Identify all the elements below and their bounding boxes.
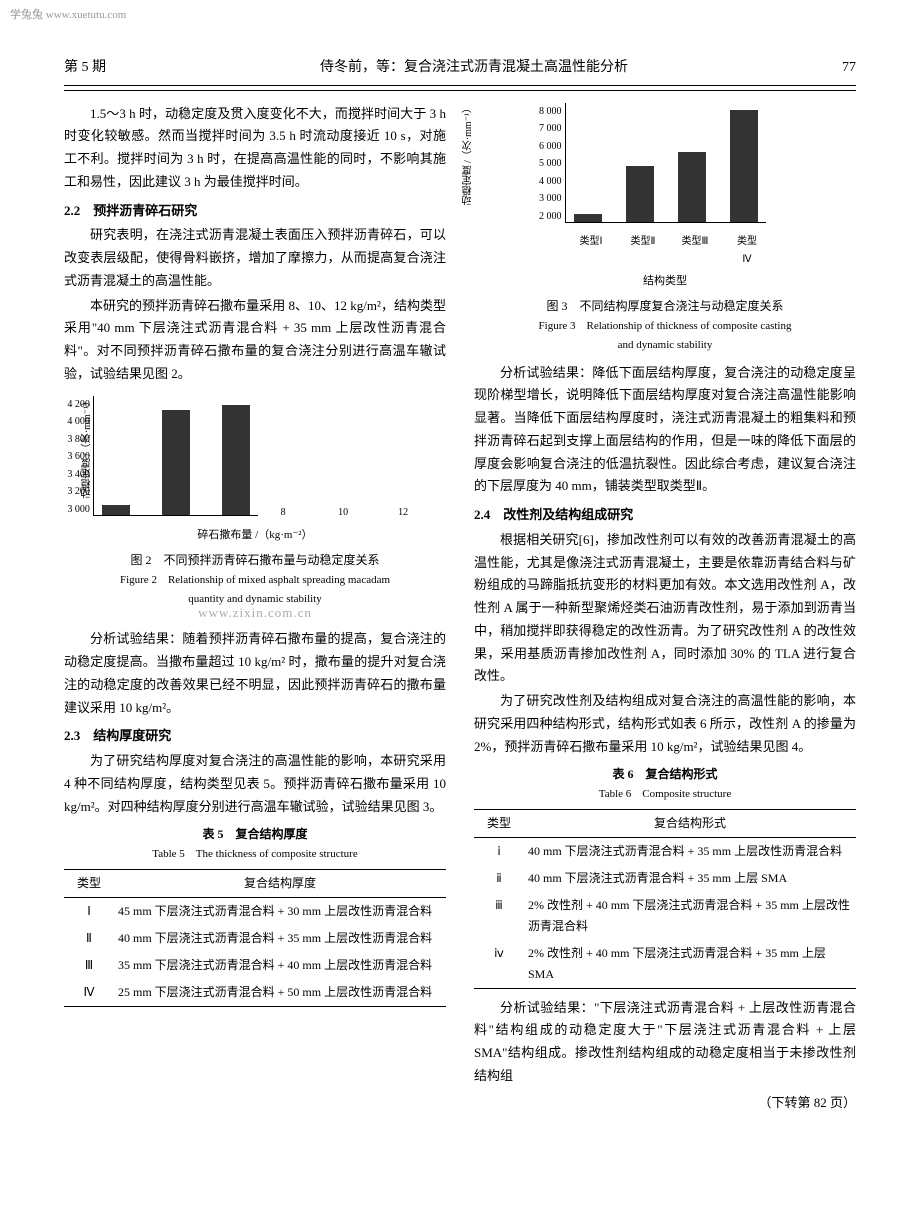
table5-caption-cn: 表 5 复合结构厚度 bbox=[64, 824, 446, 845]
t6-h2: 复合结构形式 bbox=[524, 809, 856, 837]
figure-2-chart: 动稳定度 /（次·mm⁻¹） 4 200 4 000 3 800 3 600 3… bbox=[93, 396, 417, 546]
page-watermark: www.zixin.com.cn bbox=[64, 602, 446, 625]
running-title: 侍冬前，等：复合浇注式沥青混凝土高温性能分析 bbox=[320, 56, 628, 81]
issue-number: 第 5 期 bbox=[64, 56, 106, 81]
fig2-xticks: 8 10 12 bbox=[269, 504, 417, 522]
fig3-bar-0 bbox=[574, 214, 602, 222]
para-t6-analysis: 分析试验结果："下层浇注式沥青混合料 + 上层改性沥青混合料"结构组成的动稳定度… bbox=[474, 997, 856, 1088]
figure-3: 动稳定度 /（次·mm⁻¹） 8 000 7 000 6 000 5 000 4… bbox=[474, 103, 856, 356]
fig2-bars: 4 200 4 000 3 800 3 600 3 400 3 200 3 00… bbox=[93, 396, 258, 516]
fig3-bar-1 bbox=[626, 166, 654, 222]
fig3-caption-en-1: Figure 3 Relationship of thickness of co… bbox=[474, 317, 856, 336]
para-macadam-test: 本研究的预拌沥青碎石撒布量采用 8、10、12 kg/m²，结构类型采用"40 … bbox=[64, 295, 446, 386]
table-row: ⅳ2% 改性剂 + 40 mm 下层浇注式沥青混合料 + 35 mm 上层 SM… bbox=[474, 940, 856, 989]
para-modifier-test: 为了研究改性剂及结构组成对复合浇注的高温性能的影响，本研究采用四种结构形式，结构… bbox=[474, 690, 856, 758]
header-rule bbox=[64, 90, 856, 91]
table-row: ⅲ2% 改性剂 + 40 mm 下层浇注式沥青混合料 + 35 mm 上层改性沥… bbox=[474, 892, 856, 940]
section-2-3-heading: 2.3 结构厚度研究 bbox=[64, 725, 446, 748]
fig3-caption-en-2: and dynamic stability bbox=[474, 336, 856, 355]
table-row: ⅱ40 mm 下层浇注式沥青混合料 + 35 mm 上层 SMA bbox=[474, 865, 856, 892]
para-macadam-intro: 研究表明，在浇注式沥青混凝土表面压入预拌沥青碎石，可以改变表层级配，使得骨料嵌挤… bbox=[64, 224, 446, 292]
page-header: 第 5 期 侍冬前，等：复合浇注式沥青混凝土高温性能分析 77 bbox=[64, 56, 856, 86]
fig2-caption-en-1: Figure 2 Relationship of mixed asphalt s… bbox=[64, 571, 446, 590]
table6-caption-cn: 表 6 复合结构形式 bbox=[474, 764, 856, 785]
para-thickness-intro: 为了研究结构厚度对复合浇注的高温性能的影响，本研究采用 4 种不同结构厚度，结构… bbox=[64, 750, 446, 818]
fig2-bar-0 bbox=[102, 505, 130, 515]
section-2-4-heading: 2.4 改性剂及结构组成研究 bbox=[474, 504, 856, 527]
right-column: 动稳定度 /（次·mm⁻¹） 8 000 7 000 6 000 5 000 4… bbox=[474, 103, 856, 1117]
figure-2: 动稳定度 /（次·mm⁻¹） 4 200 4 000 3 800 3 600 3… bbox=[64, 396, 446, 610]
figure-3-chart: 动稳定度 /（次·mm⁻¹） 8 000 7 000 6 000 5 000 4… bbox=[474, 103, 856, 292]
para-modifier-intro: 根据相关研究[6]，掺加改性剂可以有效的改善沥青混凝土的高温性能，尤其是像浇注式… bbox=[474, 529, 856, 688]
table-5: 类型 复合结构厚度 Ⅰ45 mm 下层浇注式沥青混合料 + 30 mm 上层改性… bbox=[64, 869, 446, 1007]
fig2-bar-1 bbox=[162, 410, 190, 515]
site-watermark: 学兔兔 www.xuetutu.com bbox=[10, 6, 126, 25]
continued-on: （下转第 82 页） bbox=[474, 1092, 856, 1115]
fig2-xlabel: 碎石撒布量 /（kg·m⁻²） bbox=[93, 526, 417, 545]
fig2-yticks: 4 200 4 000 3 800 3 600 3 400 3 200 3 00… bbox=[56, 396, 90, 515]
para-fig3-analysis: 分析试验结果：降低下面层结构厚度，复合浇注的动稳定度呈现阶梯型增长，说明降低下面… bbox=[474, 362, 856, 499]
fig3-xlabel: 结构类型 bbox=[474, 272, 856, 291]
table5-caption-en: Table 5 The thickness of composite struc… bbox=[64, 845, 446, 864]
t6-h1: 类型 bbox=[474, 809, 524, 837]
section-2-2-heading: 2.2 预拌沥青碎石研究 bbox=[64, 200, 446, 223]
fig3-bar-2 bbox=[678, 152, 706, 222]
fig3-caption-cn: 图 3 不同结构厚度复合浇注与动稳定度关系 bbox=[474, 296, 856, 317]
fig3-bar-3 bbox=[730, 110, 758, 222]
fig3-bars: 8 000 7 000 6 000 5 000 4 000 3 000 2 00… bbox=[565, 103, 766, 223]
page-number: 77 bbox=[842, 56, 856, 81]
para-fig2-analysis: 分析试验结果：随着预拌沥青碎石撒布量的提高，复合浇注的动稳定度提高。当撒布量超过… bbox=[64, 628, 446, 719]
fig2-caption-cn: 图 2 不同预拌沥青碎石撒布量与动稳定度关系 bbox=[64, 550, 446, 571]
table-row: Ⅱ40 mm 下层浇注式沥青混合料 + 35 mm 上层改性沥青混合料 bbox=[64, 925, 446, 952]
fig3-xticks: 类型Ⅰ 类型Ⅱ 类型Ⅲ 类型Ⅳ bbox=[577, 233, 761, 268]
table-row: ⅰ40 mm 下层浇注式沥青混合料 + 35 mm 上层改性沥青混合料 bbox=[474, 837, 856, 865]
two-column-layout: 1.5～3 h 时，动稳定度及贯入度变化不大，而搅拌时间大于 3 h 时变化较敏… bbox=[64, 103, 856, 1117]
para-mixing-time: 1.5～3 h 时，动稳定度及贯入度变化不大，而搅拌时间大于 3 h 时变化较敏… bbox=[64, 103, 446, 194]
t5-h1: 类型 bbox=[64, 869, 114, 897]
t5-h2: 复合结构厚度 bbox=[114, 869, 446, 897]
table6-caption-en: Table 6 Composite structure bbox=[474, 785, 856, 804]
fig3-yticks: 8 000 7 000 6 000 5 000 4 000 3 000 2 00… bbox=[528, 103, 562, 222]
table-row: Ⅲ35 mm 下层浇注式沥青混合料 + 40 mm 上层改性沥青混合料 bbox=[64, 952, 446, 979]
table-row: Ⅳ25 mm 下层浇注式沥青混合料 + 50 mm 上层改性沥青混合料 bbox=[64, 979, 446, 1007]
fig2-bar-2 bbox=[222, 405, 250, 515]
table-6: 类型 复合结构形式 ⅰ40 mm 下层浇注式沥青混合料 + 35 mm 上层改性… bbox=[474, 809, 856, 989]
table-row: Ⅰ45 mm 下层浇注式沥青混合料 + 30 mm 上层改性沥青混合料 bbox=[64, 897, 446, 925]
left-column: 1.5～3 h 时，动稳定度及贯入度变化不大，而搅拌时间大于 3 h 时变化较敏… bbox=[64, 103, 446, 1117]
fig3-ylabel: 动稳定度 /（次·mm⁻¹） bbox=[460, 103, 478, 205]
